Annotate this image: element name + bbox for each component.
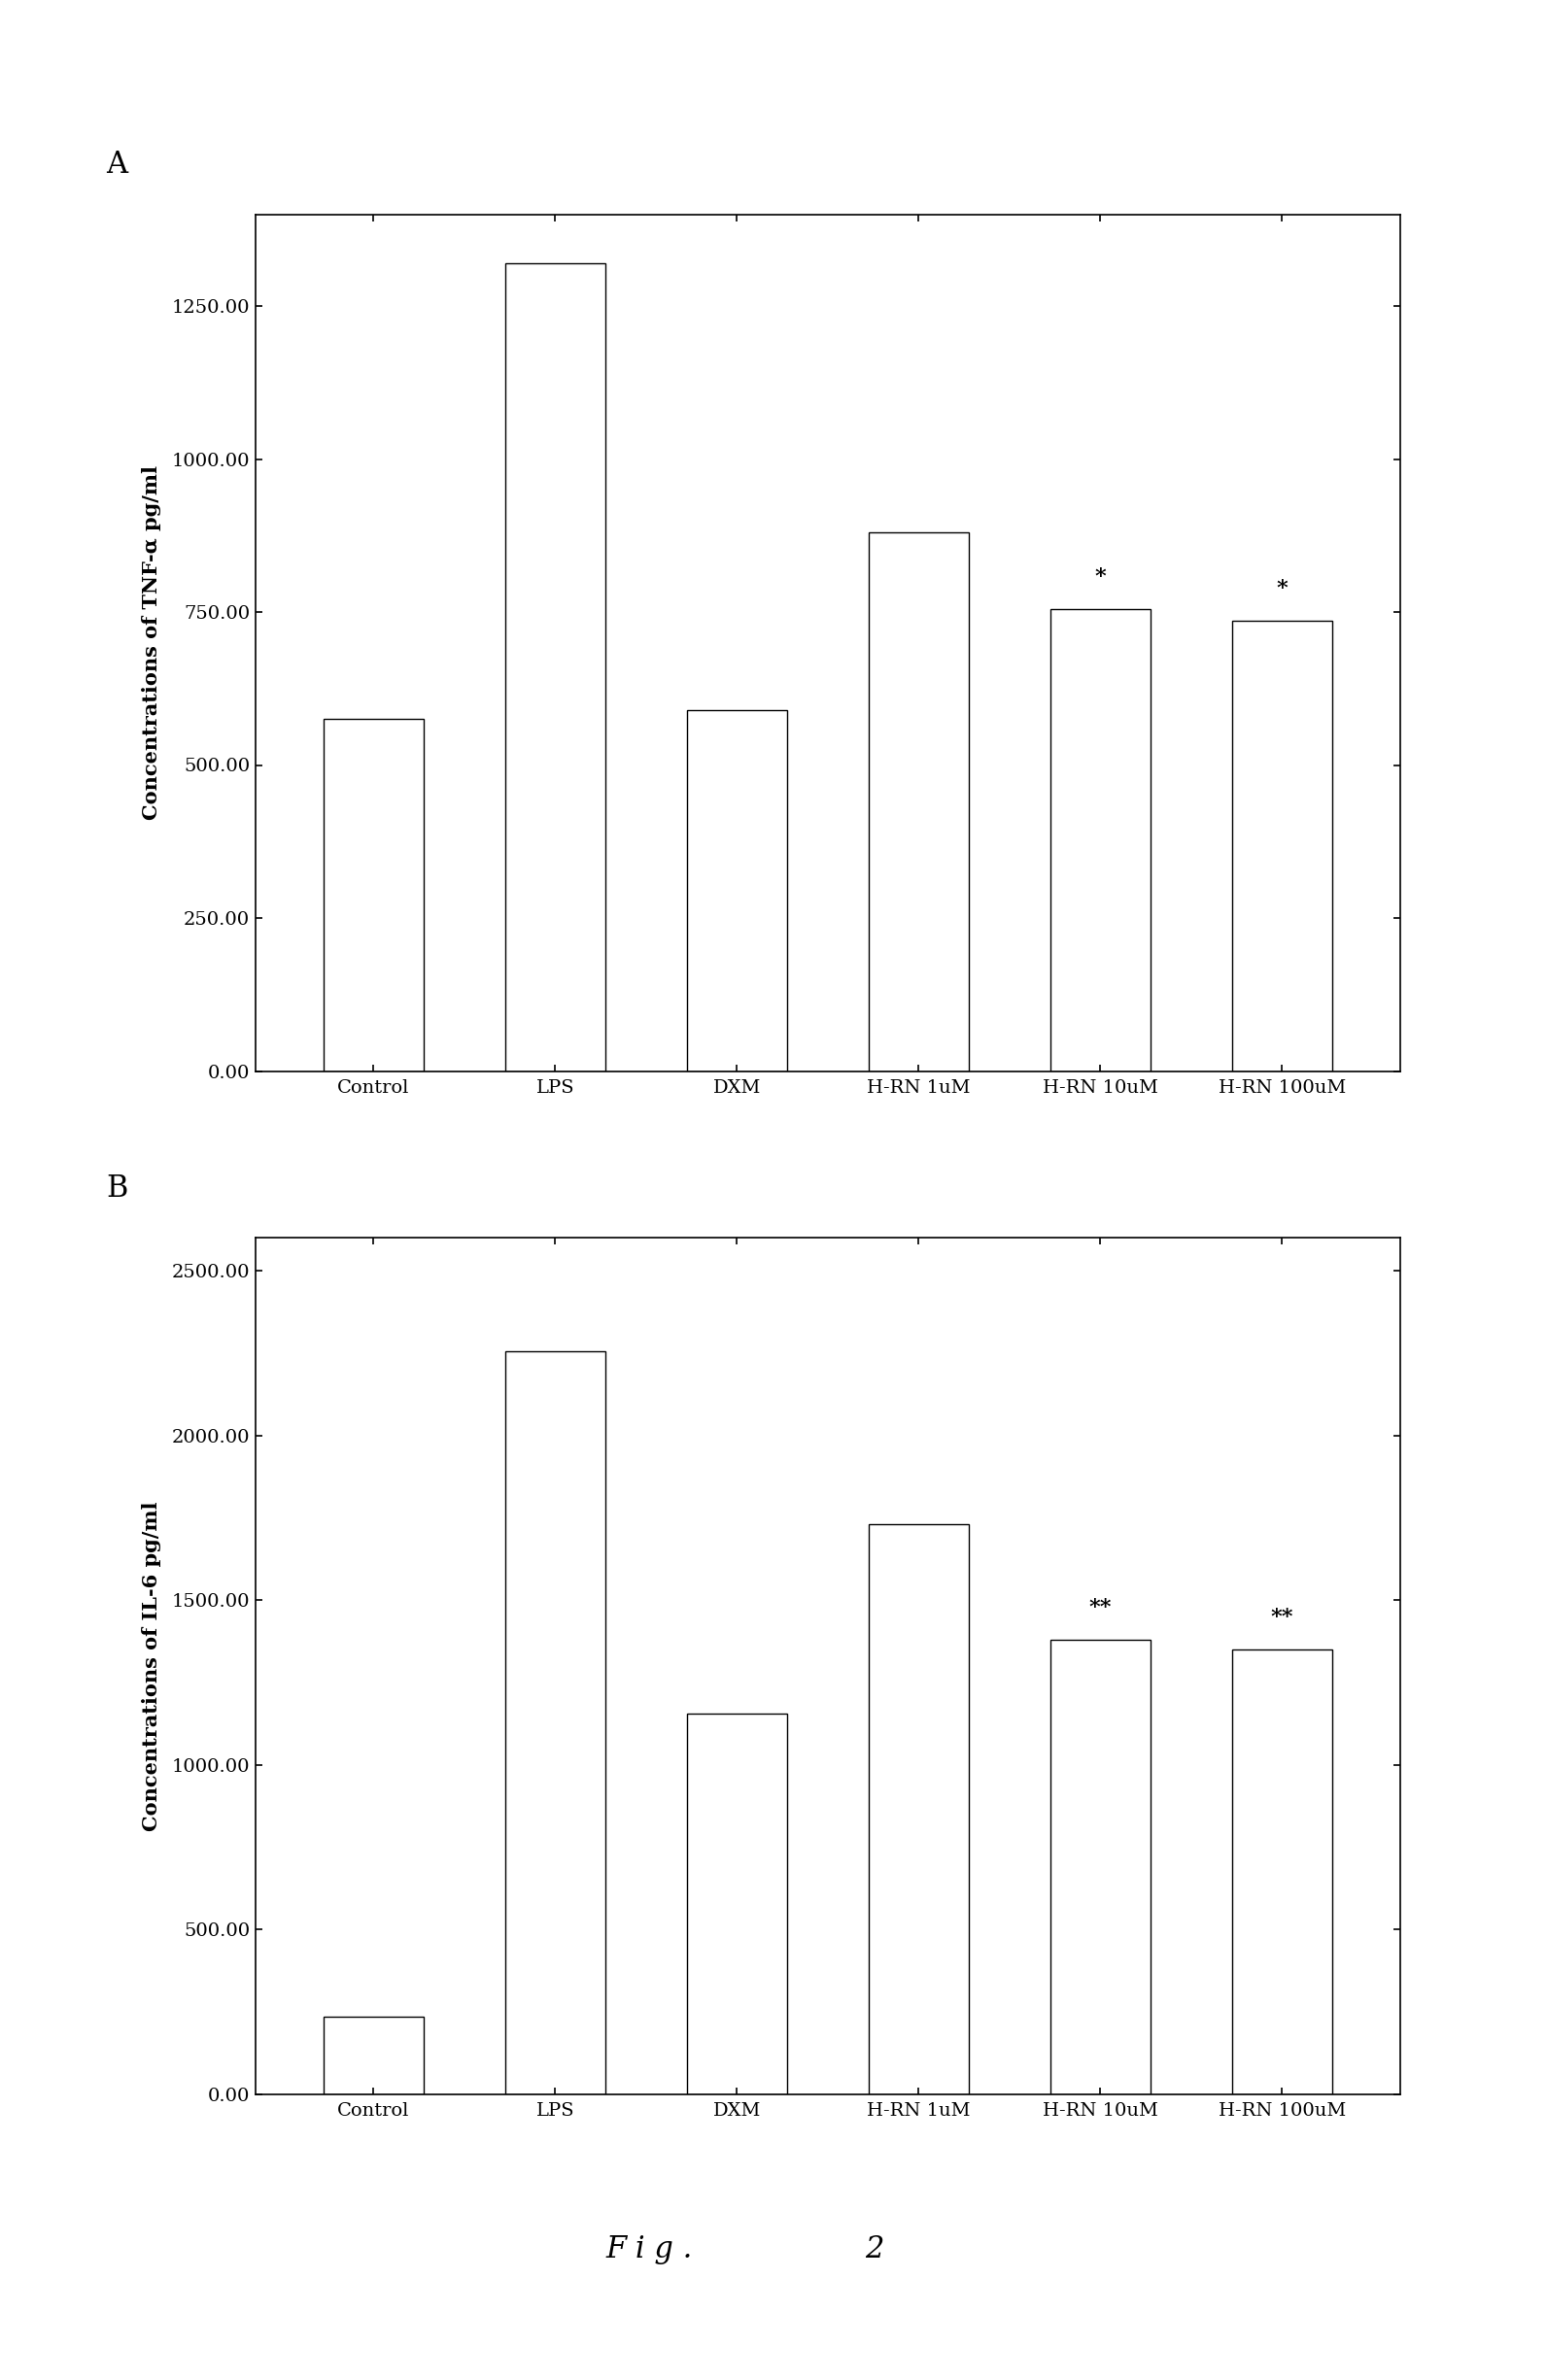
Text: **: ** [1089, 1597, 1112, 1618]
Text: *: * [1276, 578, 1287, 600]
Bar [868, 1523, 968, 2094]
Text: 2: 2 [865, 2235, 883, 2263]
Bar [323, 2016, 424, 2094]
Bar [323, 719, 424, 1071]
Bar [1050, 609, 1149, 1071]
Text: A: A [107, 150, 128, 181]
Bar [506, 264, 605, 1071]
Bar [868, 533, 968, 1071]
Text: *: * [1095, 566, 1106, 588]
Bar [687, 1714, 787, 2094]
Bar [1231, 621, 1332, 1071]
Bar [506, 1352, 605, 2094]
Text: B: B [107, 1173, 128, 1204]
Bar [1050, 1640, 1149, 2094]
Bar [1231, 1649, 1332, 2094]
Bar [687, 709, 787, 1071]
Y-axis label: Concentrations of IL-6 pg/ml: Concentrations of IL-6 pg/ml [141, 1502, 161, 1830]
Text: F i g .: F i g . [606, 2235, 693, 2263]
Text: **: ** [1270, 1606, 1293, 1628]
Y-axis label: Concentrations of TNF-α pg/ml: Concentrations of TNF-α pg/ml [141, 466, 161, 819]
